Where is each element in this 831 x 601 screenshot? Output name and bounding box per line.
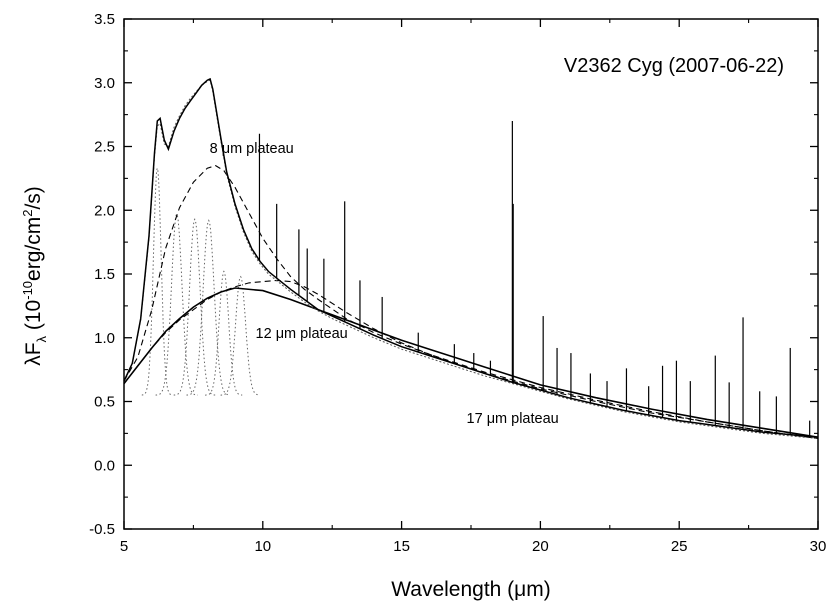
gaussian-component-curve [205,270,243,396]
gaussian-component-curve [220,275,261,396]
y-tick-label: 1.0 [94,330,115,347]
plateau-17-curve [123,287,819,438]
y-axis-title: λFλ (10-10erg/cm2/s) [20,186,49,366]
gaussian-component-curve [186,219,231,396]
x-tick-label: 20 [532,538,549,555]
y-axis-title-sub: λ [34,335,49,342]
y-tick-label: 1.5 [94,266,115,283]
y-axis-title-unit-exp2: 2 [20,210,35,217]
chart-title: V2362 Cyg (2007-06-22) [564,55,784,77]
plateau-annotation: 17 μm plateau [467,411,559,427]
gaussian-component-curve [141,166,173,396]
y-tick-label: 3.0 [94,75,115,92]
y-tick-label: 0.5 [94,394,115,411]
x-tick-label: 30 [810,538,827,555]
y-tick-label: 2.5 [94,139,115,156]
y-tick-label: 3.5 [94,11,115,28]
x-tick-label: 15 [393,538,410,555]
x-tick-label: 10 [254,538,271,555]
y-axis-title-unit-mid: erg/cm [22,217,45,281]
observed-spectrum-line [123,77,819,438]
plateau-annotation: 12 μm plateau [256,326,348,342]
plot-frame [123,18,819,530]
y-axis-title-unit-exp: -10 [20,281,35,300]
y-tick-label: 2.0 [94,202,115,219]
plateau-8-curve [123,165,819,440]
y-axis-title-main: λF [22,342,45,365]
x-axis-title: Wavelength (μm) [391,578,551,601]
x-tick-label: 5 [120,538,128,555]
y-axis-title-unit-close: /s) [22,186,45,209]
gaussian-component-curve [155,212,198,396]
y-axis-title-unit-open: (10 [22,300,45,336]
plateau-annotation: 8 μm plateau [210,141,294,157]
model-fit-curve [123,79,819,439]
x-tick-label: 25 [671,538,688,555]
y-tick-label: 0.0 [94,457,115,474]
gaussian-component-curve [173,218,216,396]
y-tick-label: -0.5 [89,521,115,538]
